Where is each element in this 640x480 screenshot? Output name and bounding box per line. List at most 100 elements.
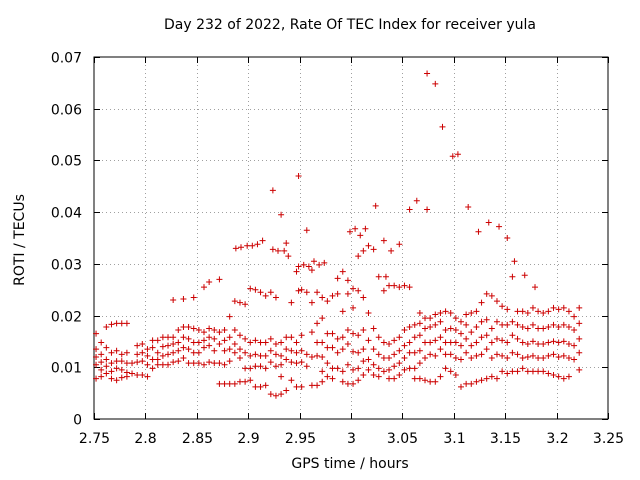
data-point <box>170 341 177 348</box>
data-point <box>529 338 536 345</box>
data-point <box>206 325 213 332</box>
data-point <box>252 351 259 358</box>
data-point <box>350 380 357 387</box>
data-point <box>252 337 259 344</box>
data-point <box>411 365 418 372</box>
data-point <box>571 356 578 363</box>
data-point <box>468 342 475 349</box>
data-point <box>108 349 115 356</box>
data-point <box>123 349 130 356</box>
data-point <box>401 342 408 349</box>
data-point <box>416 332 423 339</box>
data-point <box>283 240 290 247</box>
data-point <box>288 347 295 354</box>
data-point <box>303 289 310 296</box>
data-point <box>396 284 403 291</box>
data-point <box>344 327 351 334</box>
data-point <box>386 375 393 382</box>
data-point <box>365 309 372 316</box>
data-point <box>360 294 367 301</box>
data-point <box>493 335 500 342</box>
data-point <box>380 339 387 346</box>
data-point <box>321 259 328 266</box>
data-point <box>411 321 418 328</box>
data-point <box>416 375 423 382</box>
data-point <box>267 359 274 366</box>
data-point <box>149 365 156 372</box>
data-point <box>334 335 341 342</box>
data-point <box>452 372 459 379</box>
data-point <box>499 321 506 328</box>
data-point <box>334 290 341 297</box>
data-point <box>283 334 290 341</box>
data-point <box>329 375 336 382</box>
data-point <box>252 286 259 293</box>
data-point <box>535 308 542 315</box>
data-point <box>314 289 321 296</box>
data-point <box>514 368 521 375</box>
data-point <box>514 335 521 342</box>
data-point <box>493 318 500 325</box>
x-tick-label: 2.9 <box>237 431 259 447</box>
data-point <box>278 373 285 380</box>
data-point <box>427 351 434 358</box>
data-point <box>238 244 245 251</box>
data-point <box>118 351 125 358</box>
data-point <box>329 344 336 351</box>
data-point <box>254 241 261 248</box>
data-point <box>388 247 395 254</box>
data-point <box>252 363 259 370</box>
data-point <box>154 361 161 368</box>
data-point <box>473 323 480 330</box>
data-point <box>93 361 100 368</box>
data-point <box>272 351 279 358</box>
data-point <box>216 341 223 348</box>
data-point <box>231 327 238 334</box>
data-point <box>437 346 444 353</box>
data-point <box>555 323 562 330</box>
data-point <box>339 368 346 375</box>
data-point <box>180 323 187 330</box>
data-point <box>257 383 264 390</box>
data-point <box>113 358 120 365</box>
data-point <box>529 304 536 311</box>
data-point <box>355 377 362 384</box>
data-point <box>190 339 197 346</box>
data-point <box>269 246 276 253</box>
data-point <box>519 308 526 315</box>
data-point <box>159 352 166 359</box>
data-point <box>346 228 353 235</box>
data-point <box>123 360 130 367</box>
data-point <box>571 313 578 320</box>
data-point <box>98 366 105 373</box>
data-point <box>488 339 495 346</box>
data-point <box>324 373 331 380</box>
data-point <box>123 320 130 327</box>
data-point <box>293 339 300 346</box>
data-point <box>159 343 166 350</box>
data-point <box>185 346 192 353</box>
data-point <box>463 380 470 387</box>
data-point <box>170 349 177 356</box>
data-point <box>275 247 282 254</box>
data-point <box>406 206 413 213</box>
data-point <box>555 339 562 346</box>
data-point <box>108 368 115 375</box>
y-tick-label: 0.01 <box>51 361 82 377</box>
data-point <box>108 321 115 328</box>
x-tick-label: 2.8 <box>134 431 156 447</box>
y-tick-label: 0.06 <box>51 103 82 119</box>
data-point <box>365 242 372 249</box>
data-point <box>129 360 136 367</box>
data-point <box>288 359 295 366</box>
data-point <box>524 368 531 375</box>
data-point <box>375 373 382 380</box>
data-point <box>180 354 187 361</box>
data-point <box>411 375 418 382</box>
data-point <box>401 327 408 334</box>
data-point <box>565 354 572 361</box>
data-point <box>457 383 464 390</box>
data-point <box>391 363 398 370</box>
data-point <box>108 360 115 367</box>
